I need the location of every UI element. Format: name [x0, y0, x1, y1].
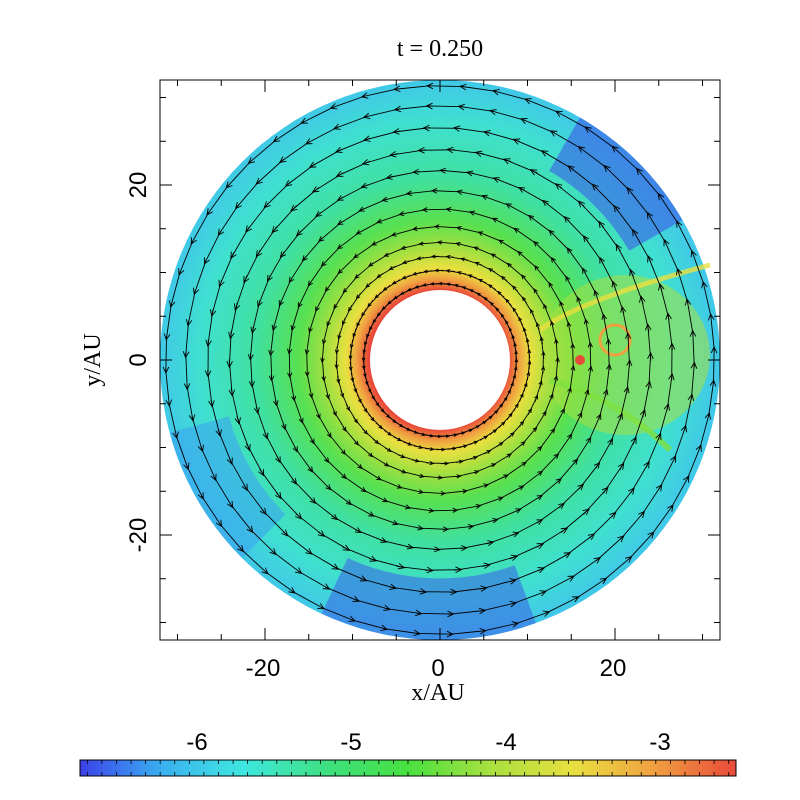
y-tick-label: 20 — [125, 172, 152, 199]
velocity-arrow — [539, 336, 545, 359]
velocity-arrow — [492, 89, 529, 101]
x-tick-label: 20 — [600, 655, 627, 682]
velocity-arrow — [527, 348, 532, 370]
disk-annulus — [160, 80, 720, 640]
x-tick-label: 0 — [431, 655, 444, 682]
chart-title: t = 0.250 — [396, 36, 484, 62]
colorbar-ticks — [86, 760, 730, 776]
velocity-arrow — [554, 183, 585, 207]
x-tick-labels: -20 0 20 — [246, 655, 627, 682]
velocity-arrow — [520, 118, 556, 134]
x-tick-label: -20 — [246, 655, 281, 682]
colorbar-tick-label: -5 — [340, 729, 361, 756]
planet-marker — [575, 355, 585, 365]
low-density-region — [549, 117, 683, 251]
x-axis-label: x/AU — [411, 680, 464, 706]
y-tick-label: 0 — [125, 353, 152, 366]
axis-ticks — [160, 80, 720, 640]
velocity-arrow — [540, 150, 574, 170]
velocity-arrows — [162, 82, 718, 638]
colorbar: -6 -5 -4 -3 — [79, 729, 737, 777]
velocity-arrow — [563, 216, 588, 242]
y-tick-labels: -20 0 20 — [125, 172, 152, 553]
colorbar-tick-label: -6 — [186, 729, 207, 756]
planet-ring — [598, 323, 632, 357]
y-tick-label: -20 — [125, 518, 152, 553]
colorbar-tick-label: -4 — [495, 729, 516, 756]
colorbar-tick-label: -3 — [649, 729, 670, 756]
velocity-arrow — [514, 358, 519, 377]
velocity-arrow — [566, 247, 586, 274]
velocity-arrow — [559, 300, 570, 326]
velocity-arrow — [565, 275, 580, 302]
velocity-arrow — [550, 320, 558, 345]
low-density-region — [169, 416, 286, 558]
y-axis-label: y/AU — [80, 333, 106, 386]
density-disk — [160, 80, 720, 640]
low-density-region — [321, 557, 536, 640]
